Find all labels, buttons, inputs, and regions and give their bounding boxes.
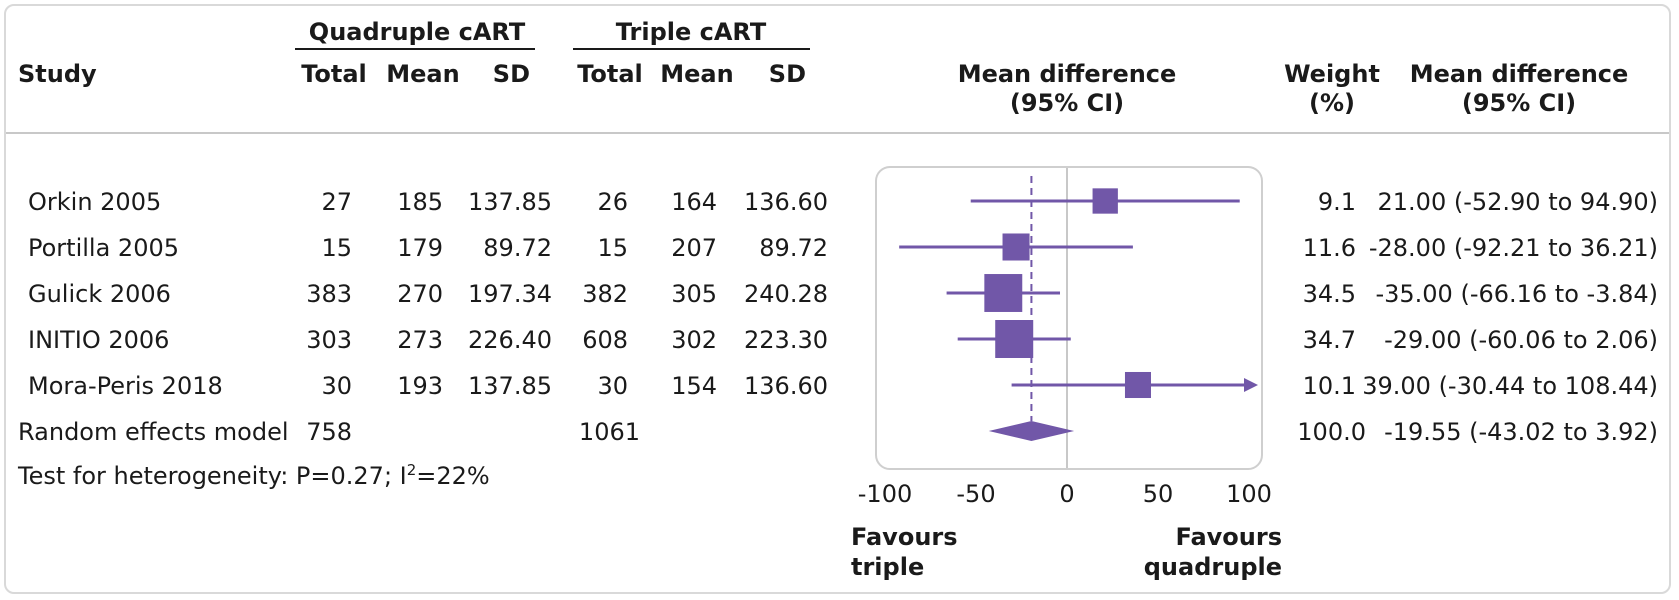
a-total: 27 [321, 188, 352, 216]
weight: 34.7 [1303, 326, 1356, 354]
b-sd: 136.60 [744, 372, 828, 400]
effect-header-line2: (95% CI) [1010, 89, 1124, 117]
favours-right-line2: quadruple [1144, 553, 1282, 581]
ci-text: -28.00 (-92.21 to 36.21) [1369, 234, 1658, 262]
x-tick-label: -100 [858, 480, 912, 508]
pooled-b-total: 1061 [579, 418, 640, 446]
weight: 10.1 [1303, 372, 1356, 400]
b-sd: 136.60 [744, 188, 828, 216]
a-total: 30 [321, 372, 352, 400]
pooled-a-total: 758 [306, 418, 352, 446]
group-a-header: Quadruple cART [309, 18, 526, 46]
b-total: 26 [597, 188, 628, 216]
b-total: 15 [597, 234, 628, 262]
favours-left-line2: triple [851, 553, 924, 581]
a-sd: 197.34 [468, 280, 552, 308]
favours-right-line1: Favours [1175, 523, 1282, 551]
a-total-header: Total [301, 60, 367, 88]
b-total: 30 [597, 372, 628, 400]
study-name: Mora-Peris 2018 [28, 372, 223, 400]
a-sd: 89.72 [483, 234, 552, 262]
favours-left-line1: Favours [851, 523, 958, 551]
ci-header-line2: (95% CI) [1462, 89, 1576, 117]
b-sd: 223.30 [744, 326, 828, 354]
ci-text: -35.00 (-66.16 to -3.84) [1375, 280, 1658, 308]
effect-marker [1002, 233, 1030, 261]
ci-header-line1: Mean difference [1410, 60, 1629, 88]
b-sd-header: SD [769, 60, 806, 88]
ci-text: 21.00 (-52.90 to 94.90) [1378, 188, 1659, 216]
a-mean: 270 [397, 280, 443, 308]
a-mean: 179 [397, 234, 443, 262]
weight: 9.1 [1318, 188, 1356, 216]
b-mean-header: Mean [660, 60, 733, 88]
a-mean: 185 [397, 188, 443, 216]
pooled-diamond [988, 421, 1075, 441]
effect-marker [1124, 371, 1151, 399]
x-tick-label: 50 [1143, 480, 1174, 508]
a-sd: 226.40 [468, 326, 552, 354]
b-sd: 240.28 [744, 280, 828, 308]
b-mean: 302 [671, 326, 717, 354]
a-mean: 193 [397, 372, 443, 400]
study-row: Mora-Peris 2018 30 193 137.85 30 154 136.60 10.… [28, 371, 1658, 400]
weight: 11.6 [1303, 234, 1356, 262]
chart-frame [4, 4, 1671, 594]
x-tick-label: -50 [956, 480, 995, 508]
weight: 34.5 [1303, 280, 1356, 308]
plot-panel [875, 166, 1263, 470]
study-row: Gulick 2006 383 270 197.34 382 305 240.28 34.5-… [28, 274, 1658, 312]
b-mean: 207 [671, 234, 717, 262]
x-tick-label: 100 [1226, 480, 1272, 508]
effect-marker [984, 274, 1023, 312]
study-row: INITIO 2006 303 273 226.40 608 302 223.30 34.7-… [28, 320, 1658, 358]
study-header: Study [18, 60, 97, 88]
a-total: 383 [306, 280, 352, 308]
effect-marker [995, 320, 1034, 358]
b-sd: 89.72 [759, 234, 828, 262]
a-mean-header: Mean [386, 60, 459, 88]
ci-text: 39.00 (-30.44 to 108.44) [1362, 372, 1658, 400]
a-sd: 137.85 [468, 372, 552, 400]
pooled-row: Random effects model 758 1061 100.0 -19.55 (… [18, 418, 1658, 446]
a-mean: 273 [397, 326, 443, 354]
study-name: Gulick 2006 [28, 280, 171, 308]
b-mean: 305 [671, 280, 717, 308]
pooled-label: Random effects model [18, 418, 289, 446]
b-total: 382 [582, 280, 628, 308]
a-sd: 137.85 [468, 188, 552, 216]
a-total: 303 [306, 326, 352, 354]
b-mean: 164 [671, 188, 717, 216]
pooled-weight: 100.0 [1297, 418, 1366, 446]
study-name: Orkin 2005 [28, 188, 161, 216]
ci-arrow [1244, 378, 1258, 392]
b-total: 608 [582, 326, 628, 354]
study-name: INITIO 2006 [28, 326, 169, 354]
a-total: 15 [321, 234, 352, 262]
a-sd-header: SD [493, 60, 530, 88]
study-name: Portilla 2005 [28, 234, 179, 262]
b-total-header: Total [577, 60, 643, 88]
x-tick-label: 0 [1059, 480, 1074, 508]
study-row: Orkin 2005 27 185 137.85 26 164 136.60 9.1 21.00… [28, 188, 1658, 216]
pooled-ci-text: -19.55 (-43.02 to 3.92) [1384, 418, 1658, 446]
effect-header-line1: Mean difference [958, 60, 1177, 88]
weight-header-line1: Weight [1284, 60, 1380, 88]
study-row: Portilla 2005 15 179 89.72 15 207 89.72 11.6 -28… [28, 233, 1658, 262]
heterogeneity-text: Test for heterogeneity: P=0.27; I2=22% [17, 461, 490, 490]
b-mean: 154 [671, 372, 717, 400]
weight-header-line2: (%) [1309, 89, 1355, 117]
group-b-header: Triple cART [616, 18, 767, 46]
ci-text: -29.00 (-60.06 to 2.06) [1384, 326, 1658, 354]
effect-marker [1092, 188, 1118, 214]
